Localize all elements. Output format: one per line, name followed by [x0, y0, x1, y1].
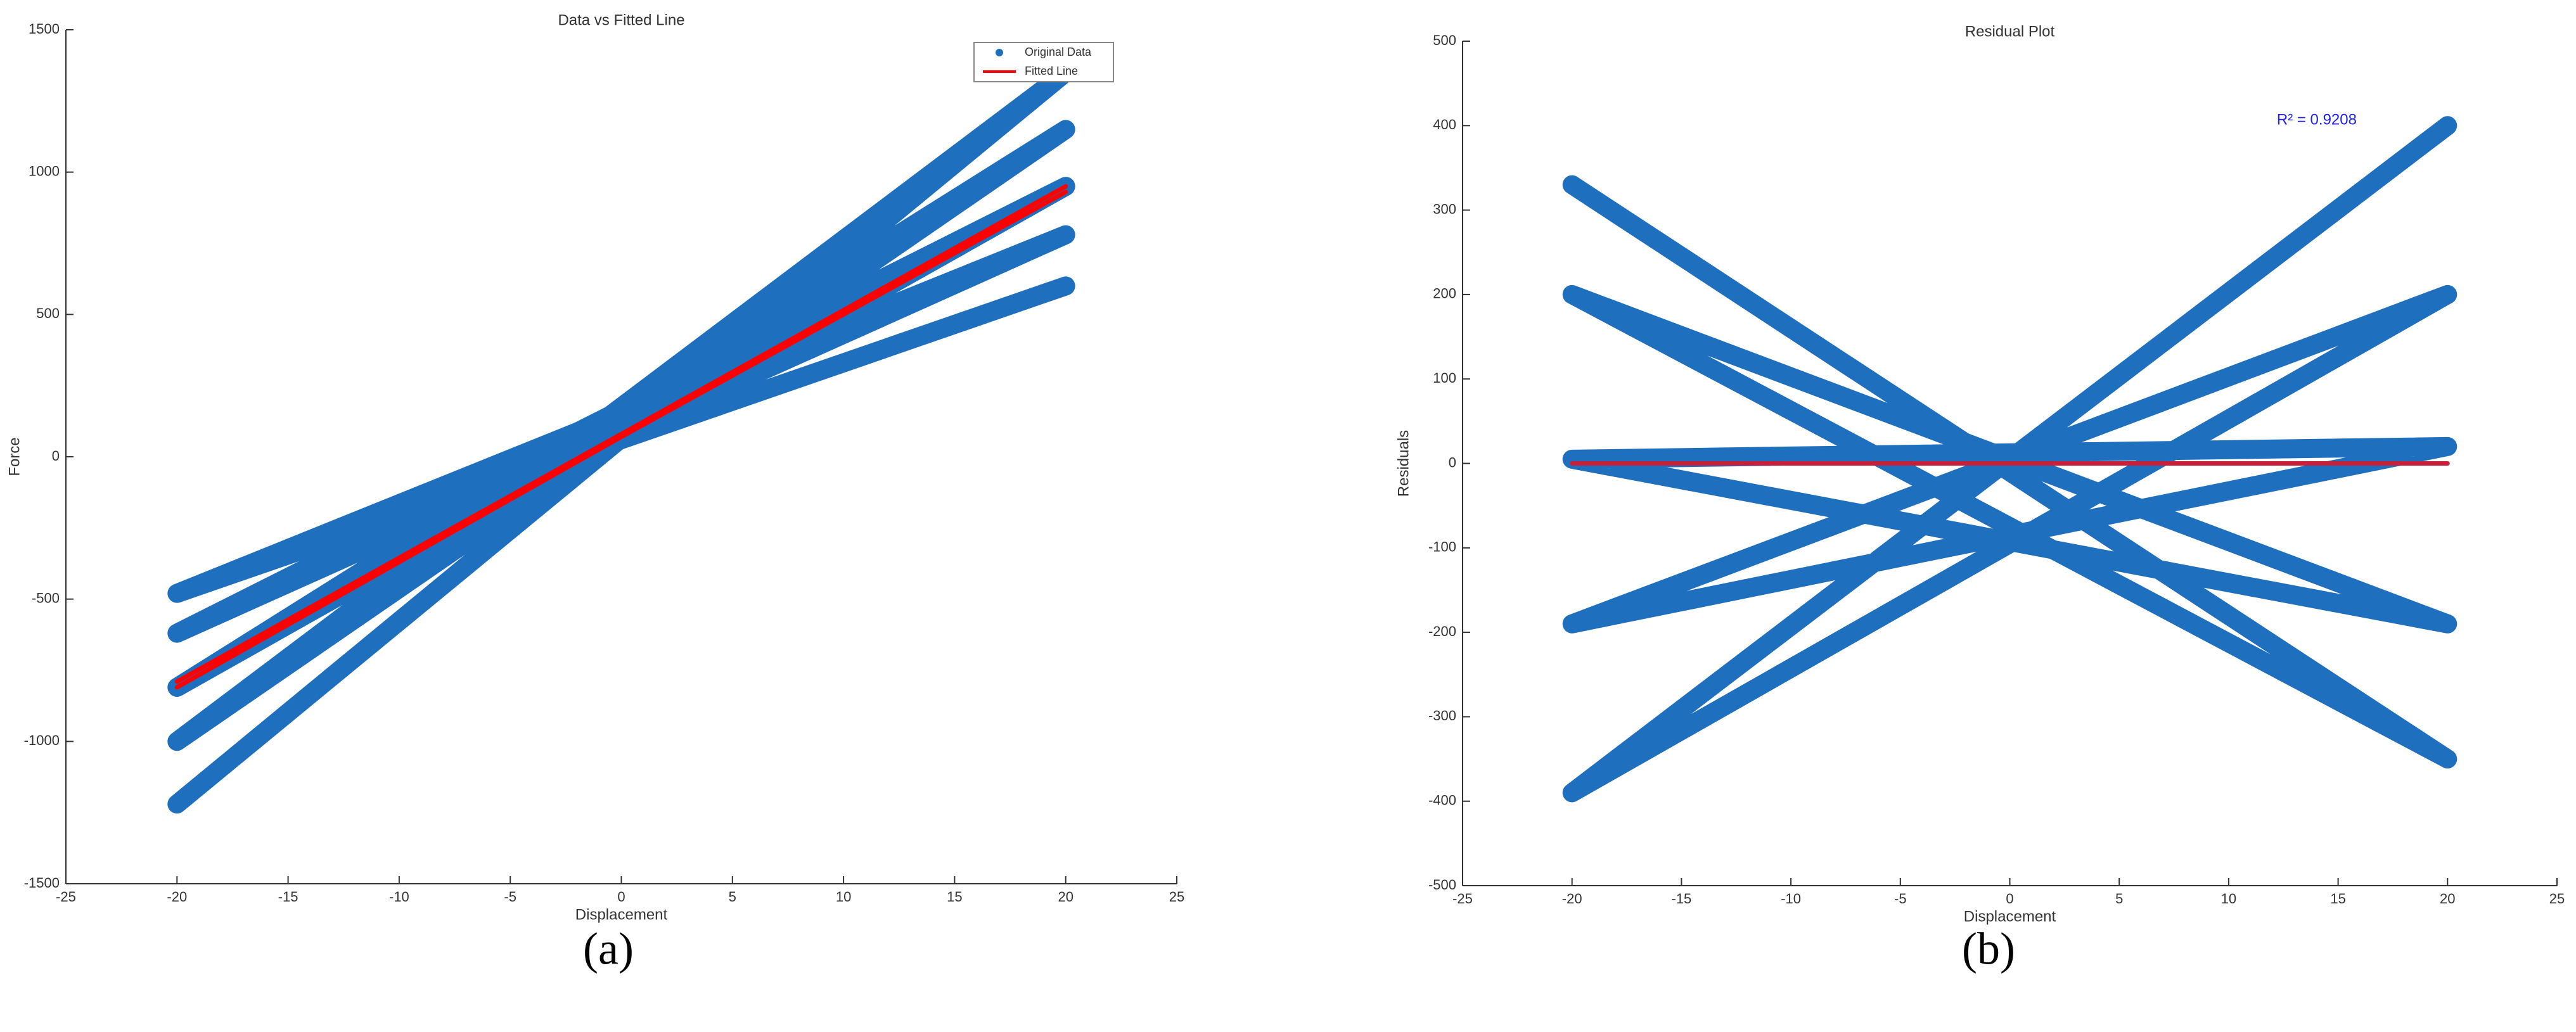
caption: (b) [1962, 924, 2015, 974]
y-tick-label: 1500 [29, 21, 60, 37]
y-axis-label: Force [6, 437, 23, 476]
x-tick-label: 5 [2115, 891, 2123, 907]
y-tick-label: 100 [1433, 370, 1456, 386]
y-tick-label: -1500 [24, 875, 60, 891]
x-tick-label: 15 [2330, 891, 2345, 907]
x-tick-label: 20 [1058, 889, 1073, 905]
y-tick-label: 200 [1433, 286, 1456, 302]
y-tick-label: -100 [1428, 539, 1456, 555]
y-tick-label: 400 [1433, 117, 1456, 132]
x-tick-label: 5 [729, 889, 736, 905]
x-tick-label: -20 [167, 889, 187, 905]
y-tick-label: 500 [36, 305, 60, 321]
x-tick-label: -5 [504, 889, 516, 905]
x-tick-label: -10 [1781, 891, 1801, 907]
annotation: R² = 0.9208 [2277, 111, 2357, 129]
legend-label: Fitted Line [1025, 65, 1078, 77]
caption: (a) [583, 924, 634, 974]
chart-title: Data vs Fitted Line [558, 11, 684, 29]
x-tick-label: -20 [1562, 891, 1582, 907]
x-tick-label: -15 [1672, 891, 1692, 907]
x-tick-label: 15 [947, 889, 962, 905]
x-tick-label: 10 [836, 889, 851, 905]
y-tick-label: -300 [1428, 708, 1456, 723]
x-axis-label: Displacement [1964, 908, 2056, 925]
x-tick-label: 25 [2549, 891, 2565, 907]
legend-marker [996, 49, 1003, 56]
x-tick-label: 0 [2006, 891, 2013, 907]
y-tick-label: -400 [1428, 793, 1456, 808]
x-tick-label: -15 [278, 889, 298, 905]
data-line [1562, 116, 2457, 803]
y-tick-label: 1000 [29, 163, 60, 179]
y-axis-label: Residuals [1395, 430, 1412, 497]
y-tick-label: -1000 [24, 732, 60, 748]
y-tick-label: 500 [1433, 32, 1456, 48]
chart-title: Residual Plot [1965, 23, 2055, 40]
x-tick-label: 20 [2440, 891, 2455, 907]
x-tick-label: -5 [1894, 891, 1907, 907]
y-tick-label: 300 [1433, 201, 1456, 217]
legend-box [973, 42, 1114, 82]
y-tick-label: -500 [1428, 877, 1456, 893]
x-tick-label: -25 [56, 889, 76, 905]
x-axis-label: Displacement [575, 906, 668, 923]
legend-label: Original Data [1025, 46, 1092, 58]
y-tick-label: -200 [1428, 623, 1456, 639]
x-tick-label: 0 [617, 889, 625, 905]
x-tick-label: -25 [1452, 891, 1473, 907]
x-tick-label: 25 [1169, 889, 1184, 905]
y-tick-label: 0 [1449, 454, 1456, 470]
data-line [174, 184, 1068, 690]
x-tick-label: 10 [2221, 891, 2236, 907]
y-tick-label: 0 [52, 448, 60, 464]
y-tick-label: -500 [32, 590, 60, 606]
x-tick-label: -10 [389, 889, 409, 905]
